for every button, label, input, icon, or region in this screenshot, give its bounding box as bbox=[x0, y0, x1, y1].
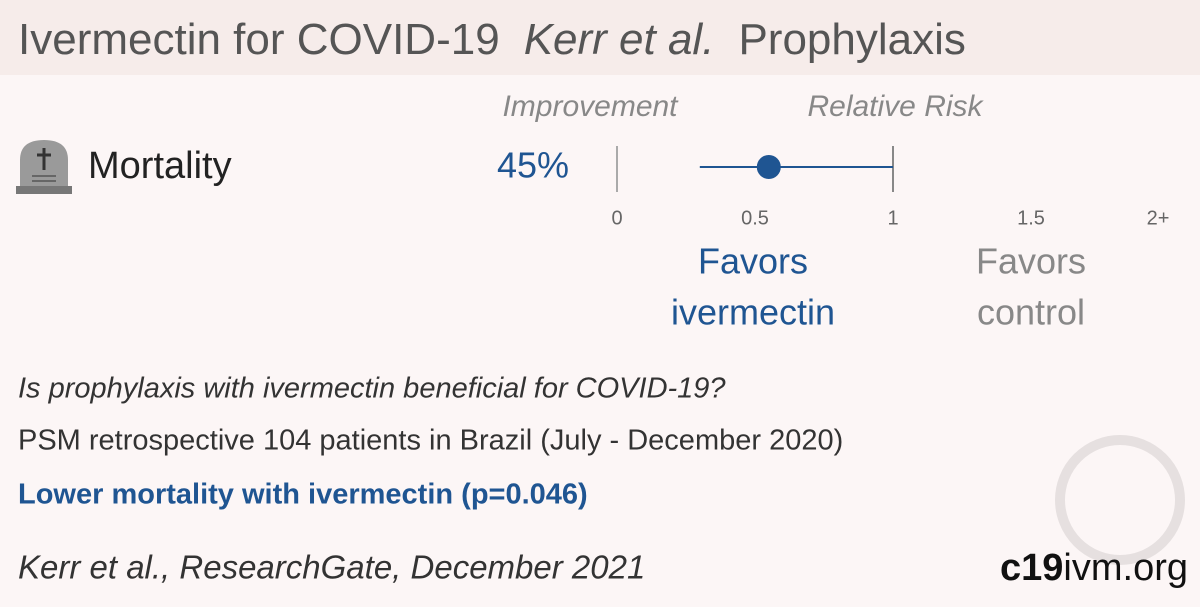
footer: Is prophylaxis with ivermectin beneficia… bbox=[18, 373, 1188, 589]
point-estimate bbox=[756, 155, 781, 179]
favors-label: Favors bbox=[976, 241, 1086, 282]
favors-label: ivermectin bbox=[671, 292, 835, 333]
title-main: Ivermectin for COVID-19 bbox=[18, 15, 500, 64]
x-tick-label: 1 bbox=[887, 207, 898, 229]
tombstone-icon bbox=[16, 140, 72, 194]
x-tick-label: 0 bbox=[611, 207, 622, 229]
improvement: 45% bbox=[497, 145, 569, 186]
x-tick-label: 1.5 bbox=[1017, 207, 1045, 229]
header-band bbox=[0, 0, 1200, 75]
x-tick-label: 0.5 bbox=[741, 207, 769, 229]
question: Is prophylaxis with ivermectin beneficia… bbox=[18, 373, 726, 405]
column-header: Improvement bbox=[502, 90, 679, 123]
column-header: Relative Risk bbox=[807, 90, 984, 123]
brand-rest: ivm.org bbox=[1063, 547, 1188, 589]
favors-label: control bbox=[977, 292, 1085, 333]
title-study: Kerr et al. bbox=[524, 15, 715, 64]
citation: Kerr et al., ResearchGate, December 2021 bbox=[18, 549, 645, 586]
row-label: Mortality bbox=[88, 145, 232, 187]
brand: c19ivm.org bbox=[1000, 547, 1188, 589]
design: PSM retrospective 104 patients in Brazil… bbox=[18, 425, 843, 457]
brand-bold: c19 bbox=[1000, 547, 1063, 589]
virus-decoration bbox=[1055, 435, 1185, 565]
title-sub: Prophylaxis bbox=[738, 15, 965, 64]
x-tick-label: 2+ bbox=[1147, 207, 1170, 229]
title: Ivermectin for COVID-19 Kerr et al. Prophy… bbox=[18, 15, 966, 64]
conclusion: Lower mortality with ivermectin (p=0.046… bbox=[18, 479, 588, 511]
favors-label: Favors bbox=[698, 241, 808, 282]
